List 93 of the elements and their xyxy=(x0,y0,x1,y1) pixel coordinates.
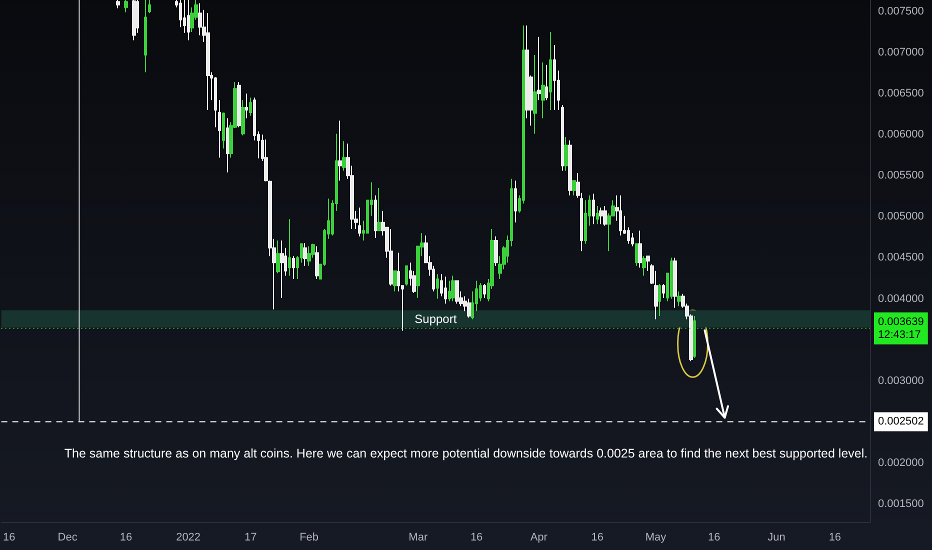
ref-line-label: 0.002502 xyxy=(878,416,924,428)
candlestick xyxy=(187,0,190,41)
candlestick xyxy=(132,0,136,41)
candlestick xyxy=(393,270,397,292)
candlestick xyxy=(338,120,342,182)
candlestick xyxy=(592,193,595,225)
y-tick-label: 0.004000 xyxy=(878,292,924,305)
candlestick xyxy=(572,180,576,196)
candlestick xyxy=(533,54,537,134)
candlestick xyxy=(658,283,661,316)
candlestick xyxy=(642,256,646,276)
y-tick-label: 0.007500 xyxy=(878,5,924,18)
candlestick xyxy=(116,0,120,9)
y-tick-label: 0.004500 xyxy=(878,252,924,264)
y-tick-label: 0.005500 xyxy=(878,170,924,182)
candlestick xyxy=(483,283,486,298)
candlestick xyxy=(292,256,295,280)
candlestick xyxy=(549,32,552,110)
candlestick xyxy=(358,207,361,237)
candlestick xyxy=(444,276,447,304)
x-tick-label: 16 xyxy=(120,532,132,544)
candlestick xyxy=(280,240,284,298)
candlestick xyxy=(673,257,677,308)
x-tick-label: 16 xyxy=(2,532,16,544)
candlestick xyxy=(635,243,638,266)
annotation: The same structure as on many alt coins. Here we can expect more potential downside towards 0.0025 area to find the next best supported level. xyxy=(64,446,868,460)
candlestick xyxy=(276,240,280,274)
candlestick xyxy=(467,298,471,318)
x-tick-label: Jun xyxy=(768,532,786,544)
candlestick xyxy=(448,280,451,302)
x-tick-label: 2022 xyxy=(176,532,201,544)
y-tick-label: 0.003000 xyxy=(878,374,924,387)
y-tick-label: 0.006000 xyxy=(878,128,924,141)
candlestick xyxy=(315,246,319,280)
candlestick xyxy=(564,136,568,172)
candlestick xyxy=(377,187,381,232)
x-tick-label: Apr xyxy=(530,532,548,544)
candlestick xyxy=(568,140,572,196)
candlestick xyxy=(237,82,241,128)
x-tick-label: May xyxy=(645,532,667,544)
y-tick-label: 0.006500 xyxy=(878,88,924,100)
ref-line-label: 0.003639 12:43:17 xyxy=(878,316,924,341)
y-tick-label: 0.007000 xyxy=(878,46,924,59)
candlestick xyxy=(584,200,587,244)
candlestick xyxy=(662,283,665,298)
candlestick xyxy=(405,265,408,286)
x-tick-label: Mar xyxy=(408,532,428,544)
candlestick xyxy=(494,236,498,266)
candlestick xyxy=(638,230,642,268)
candlestick xyxy=(374,194,377,239)
candlestick xyxy=(541,62,545,119)
candlestick xyxy=(553,44,556,110)
candlestick xyxy=(561,104,564,172)
candlestick xyxy=(249,97,252,116)
candlestick xyxy=(206,12,210,110)
candlestick xyxy=(677,290,681,307)
candlestick xyxy=(218,100,221,158)
candlestick xyxy=(670,257,673,300)
x-tick-label: Feb xyxy=(300,532,319,544)
candlestick xyxy=(148,0,151,14)
candlestick xyxy=(646,256,650,272)
candlestick xyxy=(307,246,311,266)
candlestick xyxy=(342,140,346,172)
x-tick-label: Dec xyxy=(58,532,78,544)
candlestick xyxy=(226,118,229,173)
y-tick-label: 0.005000 xyxy=(878,210,924,223)
candlestick xyxy=(545,64,548,101)
candlestick xyxy=(455,280,459,304)
candlestick xyxy=(537,36,541,101)
candlestick xyxy=(389,228,393,286)
candlestick xyxy=(693,315,696,358)
candlestick xyxy=(619,194,622,236)
candlestick xyxy=(514,180,517,223)
candlestick xyxy=(303,242,307,266)
x-tick-label: 16 xyxy=(591,532,604,544)
candlestick xyxy=(451,275,455,302)
candlestick xyxy=(222,112,225,150)
candlestick xyxy=(124,0,128,13)
candlestick xyxy=(288,218,291,276)
candlestick xyxy=(245,93,248,119)
candlestick xyxy=(241,100,245,136)
candlestick xyxy=(596,206,599,225)
x-tick-label: 16 xyxy=(828,532,842,544)
candlestick xyxy=(144,0,147,73)
band-label: Support xyxy=(414,312,458,326)
x-tick-label: 17 xyxy=(244,532,257,544)
x-tick-label: 16 xyxy=(708,532,720,544)
y-tick-label: 0.001500 xyxy=(878,498,924,510)
candlestick xyxy=(436,274,439,300)
x-tick-label: 16 xyxy=(470,532,483,544)
candlestick xyxy=(599,207,603,225)
y-tick-label: 0.002000 xyxy=(878,456,924,469)
candlestick xyxy=(603,206,607,226)
